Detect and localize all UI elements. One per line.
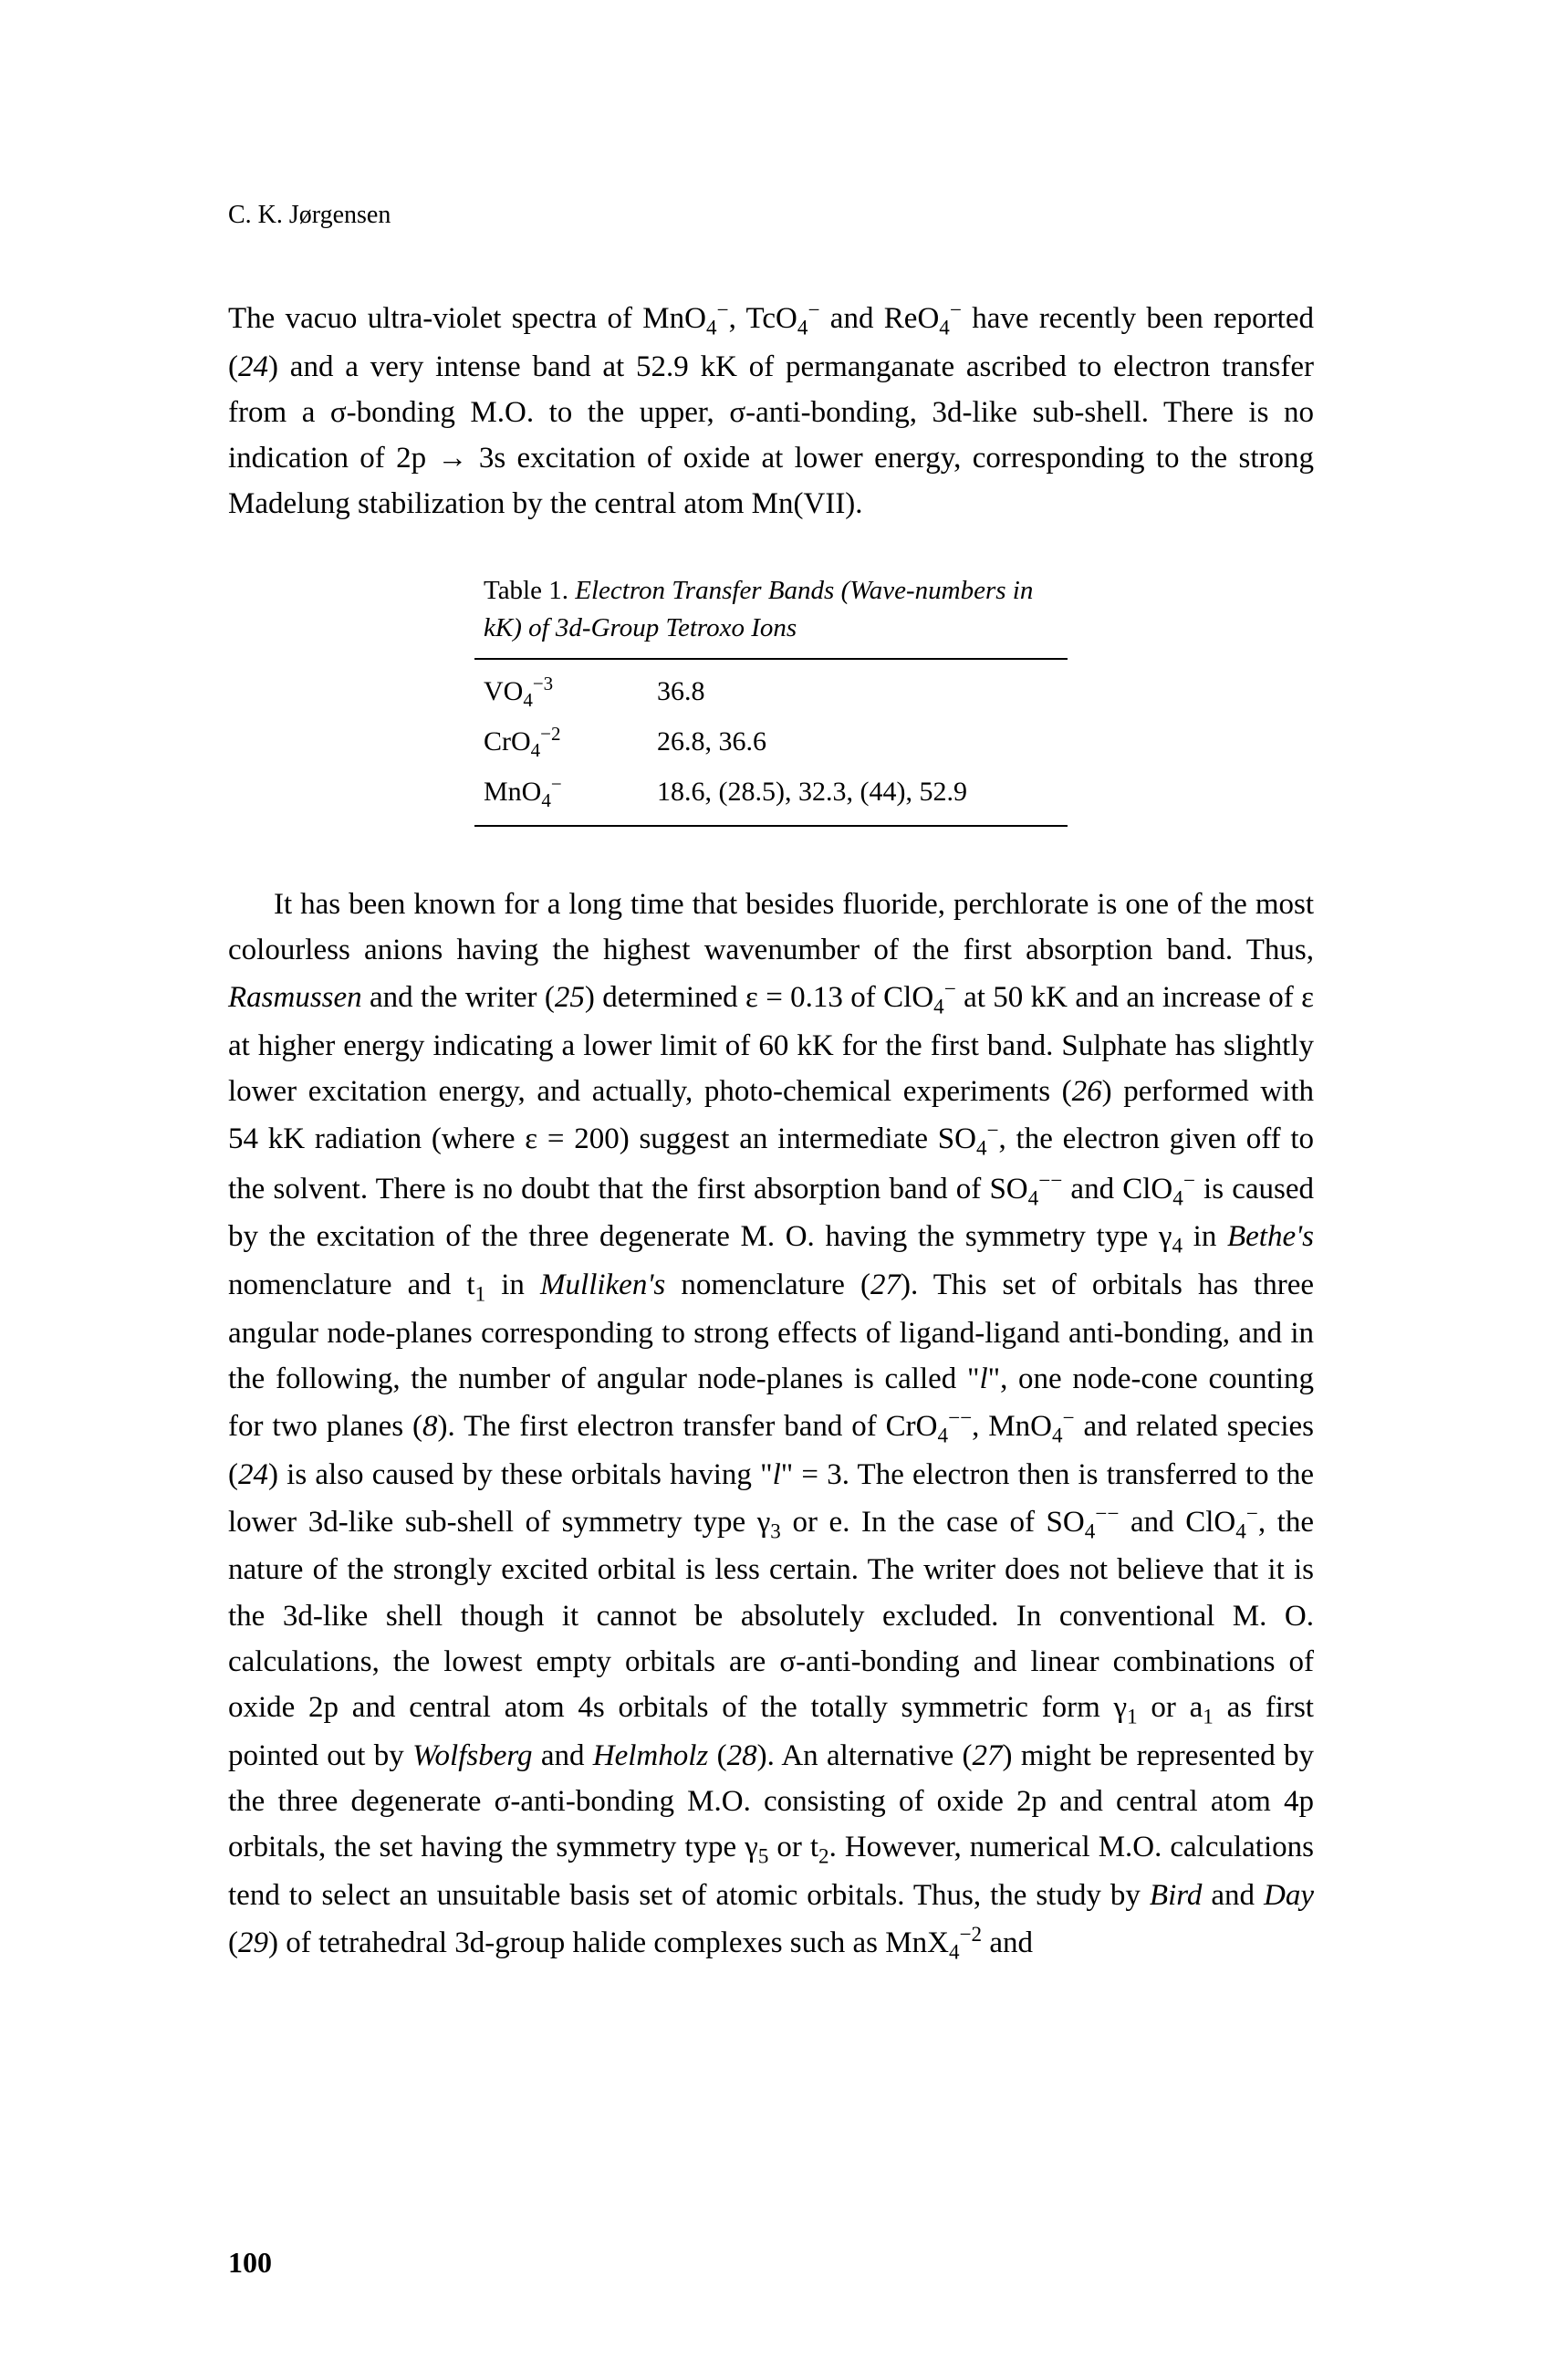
paragraph-1: The vacuo ultra-violet spectra of MnO4−,… bbox=[228, 294, 1314, 527]
author-name: C. K. Jørgensen bbox=[228, 201, 1314, 230]
table-1-caption: Table 1. Electron Transfer Bands (Wave-n… bbox=[474, 572, 1068, 646]
table-cell-species: VO4−3 bbox=[474, 659, 648, 717]
paragraph-2: It has been known for a long time that b… bbox=[228, 882, 1314, 1968]
table-cell-values: 26.8, 36.6 bbox=[648, 717, 1068, 767]
page: C. K. Jørgensen The vacuo ultra-violet s… bbox=[0, 0, 1542, 2380]
page-number: 100 bbox=[228, 2246, 272, 2280]
table-cell-values: 18.6, (28.5), 32.3, (44), 52.9 bbox=[648, 767, 1068, 826]
table-1-body: VO4−336.8CrO4−226.8, 36.6MnO4−18.6, (28.… bbox=[474, 659, 1068, 826]
table-row: MnO4−18.6, (28.5), 32.3, (44), 52.9 bbox=[474, 767, 1068, 826]
table-cell-values: 36.8 bbox=[648, 659, 1068, 717]
table-1-container: Table 1. Electron Transfer Bands (Wave-n… bbox=[474, 572, 1068, 826]
table-row: CrO4−226.8, 36.6 bbox=[474, 717, 1068, 767]
table-cell-species: CrO4−2 bbox=[474, 717, 648, 767]
table-cell-species: MnO4− bbox=[474, 767, 648, 826]
table-1: VO4−336.8CrO4−226.8, 36.6MnO4−18.6, (28.… bbox=[474, 658, 1068, 827]
table-row: VO4−336.8 bbox=[474, 659, 1068, 717]
